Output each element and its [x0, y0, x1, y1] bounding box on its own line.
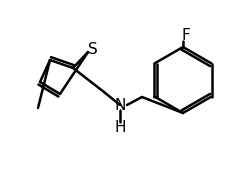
- Text: H: H: [114, 121, 126, 136]
- Text: F: F: [182, 29, 190, 43]
- Text: S: S: [88, 42, 98, 57]
- Text: N: N: [114, 98, 126, 112]
